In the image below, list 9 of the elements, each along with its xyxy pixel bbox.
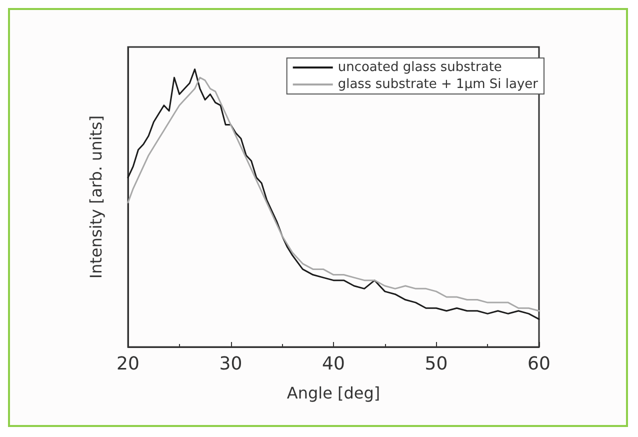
- x-tick-label: 30: [219, 354, 242, 374]
- legend-label: uncoated glass substrate: [338, 60, 502, 75]
- x-tick-label: 40: [322, 354, 345, 374]
- x-tick-label: 20: [116, 354, 140, 374]
- y-axis-title: Intensity [arb. units]: [86, 115, 106, 279]
- legend-label: glass substrate + 1µm Si layer: [338, 77, 539, 92]
- x-tick-label: 60: [528, 354, 550, 374]
- x-tick-label: 50: [424, 354, 448, 374]
- x-axis-title: Angle [deg]: [286, 384, 380, 402]
